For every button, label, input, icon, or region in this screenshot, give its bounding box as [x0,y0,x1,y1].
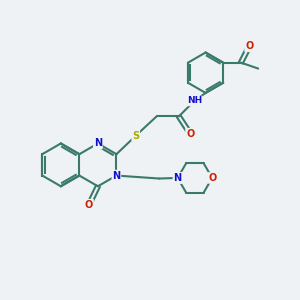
Text: O: O [208,173,216,183]
Text: NH: NH [187,97,202,106]
Text: S: S [132,131,139,141]
Text: O: O [245,41,254,51]
Text: O: O [186,129,194,139]
Text: N: N [174,173,182,183]
Text: O: O [85,200,93,210]
Text: N: N [174,173,182,183]
Text: N: N [94,139,102,148]
Text: N: N [112,171,121,181]
